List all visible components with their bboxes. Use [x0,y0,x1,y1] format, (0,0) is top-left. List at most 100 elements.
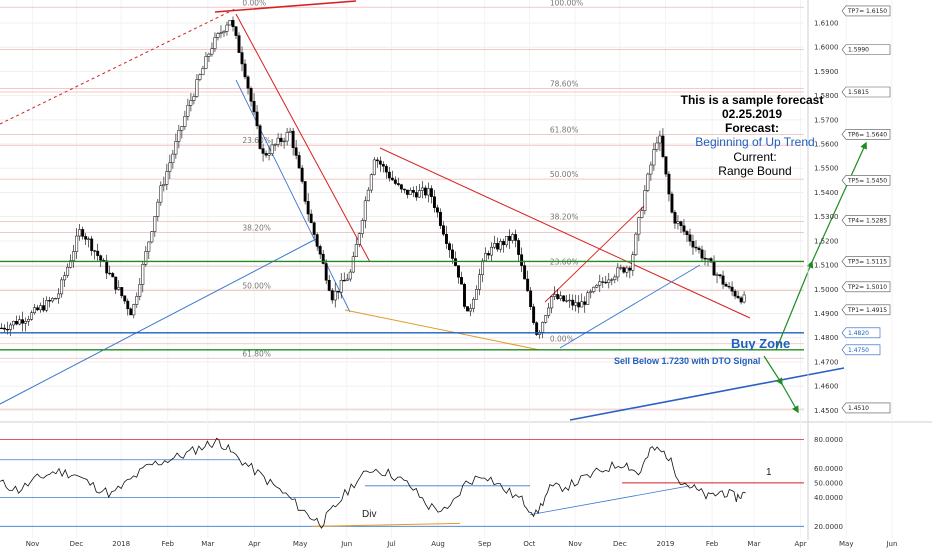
candle-body [625,267,629,273]
candle-body [589,291,593,294]
candle-body [126,300,130,310]
red-trend-line [235,13,371,263]
candle-body [445,233,448,244]
candle-body [273,144,277,146]
candle-body [279,137,283,142]
candle-body [613,276,617,280]
candle-body [318,246,322,255]
candle-body [270,144,274,154]
candle-body [511,234,515,241]
target-tag [841,86,891,98]
candle-body [171,153,175,164]
candle-body [583,301,587,305]
candle-body [36,307,40,311]
candle-body [541,321,545,333]
candle-body [321,253,325,264]
candle-body [742,294,746,303]
candle-body [87,238,91,240]
fibonacci-levels: 0.00% 100.00% 78.60% 61.80% 50.00% 38.20% 23.6… [0,0,804,410]
candle-body [417,190,421,198]
candle-body [523,265,527,280]
candle-body [393,179,397,184]
forecast-line-4: Beginning of Up Trend [695,135,814,149]
candle-body [664,156,668,175]
candle-body [396,183,400,185]
candle-body [240,52,244,65]
candle-body [697,247,701,251]
fib-level-label: 0.00% [242,0,266,7]
time-tick-label: May [293,540,307,548]
candle-body [667,173,671,195]
oscillator-tick-label: 50.0000 [814,479,843,487]
candle-body [649,164,653,175]
candle-body [727,286,731,288]
fib-level-label: 61.80% [550,125,579,134]
candle-body [550,296,554,309]
candle-body [222,31,226,34]
candle-body [147,241,151,252]
candle-body [93,250,97,252]
fib-level-label: 38.20% [242,223,271,232]
candle-body [736,295,740,299]
candle-body [33,307,37,314]
candle-body [339,279,343,293]
candle-body [174,141,178,155]
arrow-up-long [811,141,867,263]
candle-body [330,290,334,301]
candle-body [24,321,28,324]
candle-body [604,281,608,284]
candle-body [219,32,223,34]
price-tick-label: 1.5200 [814,237,839,245]
candle-body [117,287,121,290]
target-label: TP4= 1.5285 [847,217,887,224]
price-tick-label: 1.4800 [814,334,839,342]
candle-body [42,305,46,311]
candle-body [45,300,49,311]
candle-body [57,293,61,299]
candle-body [514,234,518,241]
candle-body [252,101,256,113]
time-tick-label: 2019 [657,540,675,548]
candle-body [216,33,220,38]
candle-body [357,233,361,245]
oscillator-tick-label: 40.0000 [814,494,843,502]
arrow-down-long [781,383,799,414]
fib-level-label: 61.80% [242,349,271,358]
time-tick-label: Oct [523,540,535,548]
time-tick-label: Nov [568,540,582,548]
candle-body [435,207,439,213]
blue-long-line [569,367,845,421]
candle-body [99,255,103,261]
candle-body [607,279,611,283]
candle-body [246,76,250,89]
candle-body [381,164,385,167]
candle-body [490,246,494,256]
candle-body [105,260,109,274]
candle-body [120,287,124,297]
candle-body [619,267,623,269]
trend-lines [0,0,845,421]
time-tick-label: Mar [747,540,760,548]
candle-body [721,275,725,285]
forecast-arrows [763,141,867,414]
candle-body [21,319,24,324]
candle-body [51,298,55,302]
sell-note: Sell Below 1.7230 with DTO Signal [614,356,760,366]
time-tick-label: May [839,540,853,548]
candle-body [342,279,346,282]
candle-body [694,246,698,249]
candle-body [670,193,674,213]
candle-body [408,190,412,195]
candle-body [505,235,509,246]
target-tag [841,129,891,140]
candle-body [333,290,337,301]
candle-body [384,165,388,173]
oscillator-tick-label: 80.0000 [814,436,843,444]
forecast-line-3: Forecast: [725,121,779,135]
candle-body [249,88,253,102]
candle-body [448,243,451,251]
candle-body [261,148,265,154]
candle-body [715,274,719,276]
time-tick-label: Jul [386,540,396,548]
